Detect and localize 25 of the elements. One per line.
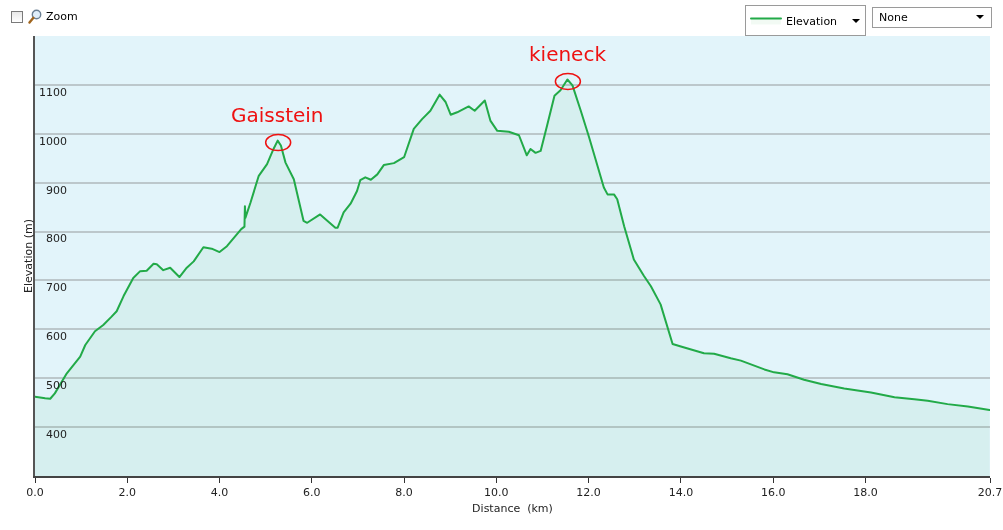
y-tick-label: 400 [46, 427, 68, 441]
x-tick-label: 6.0 [303, 485, 321, 499]
text: Zoom [46, 10, 78, 24]
x-tick-label: 14.0 [668, 485, 694, 499]
x-tick-label: 18.0 [853, 485, 878, 499]
x-tick-label: 20.7 [977, 485, 1003, 499]
x-tick-label: 0.0 [26, 485, 44, 499]
y-tick-label: 1000 [39, 134, 68, 148]
annotation: kieneck [529, 42, 607, 66]
x-tick-label: 2.0 [118, 485, 137, 499]
y-tick-label: 800 [46, 232, 68, 246]
y-axis-title: Elevation (m) [22, 219, 36, 293]
annotation: Gaisstein [231, 103, 324, 127]
legend-label: Elevation [786, 14, 838, 28]
x-tick-label: 16.0 [760, 485, 786, 499]
x-tick-label: 4.0 [210, 485, 229, 499]
y-tick-label: 700 [46, 281, 68, 295]
y-tick-label: 600 [46, 330, 68, 344]
x-tick-label: 12.0 [576, 485, 601, 499]
y-tick-label: 900 [46, 183, 68, 197]
x-tick-label: 8.0 [395, 485, 413, 499]
y-tick-label: 1100 [39, 85, 68, 99]
x-axis-title: Distance (km) [472, 501, 553, 515]
dropdown: None [872, 7, 992, 28]
x-tick-label: 10.0 [484, 485, 509, 499]
